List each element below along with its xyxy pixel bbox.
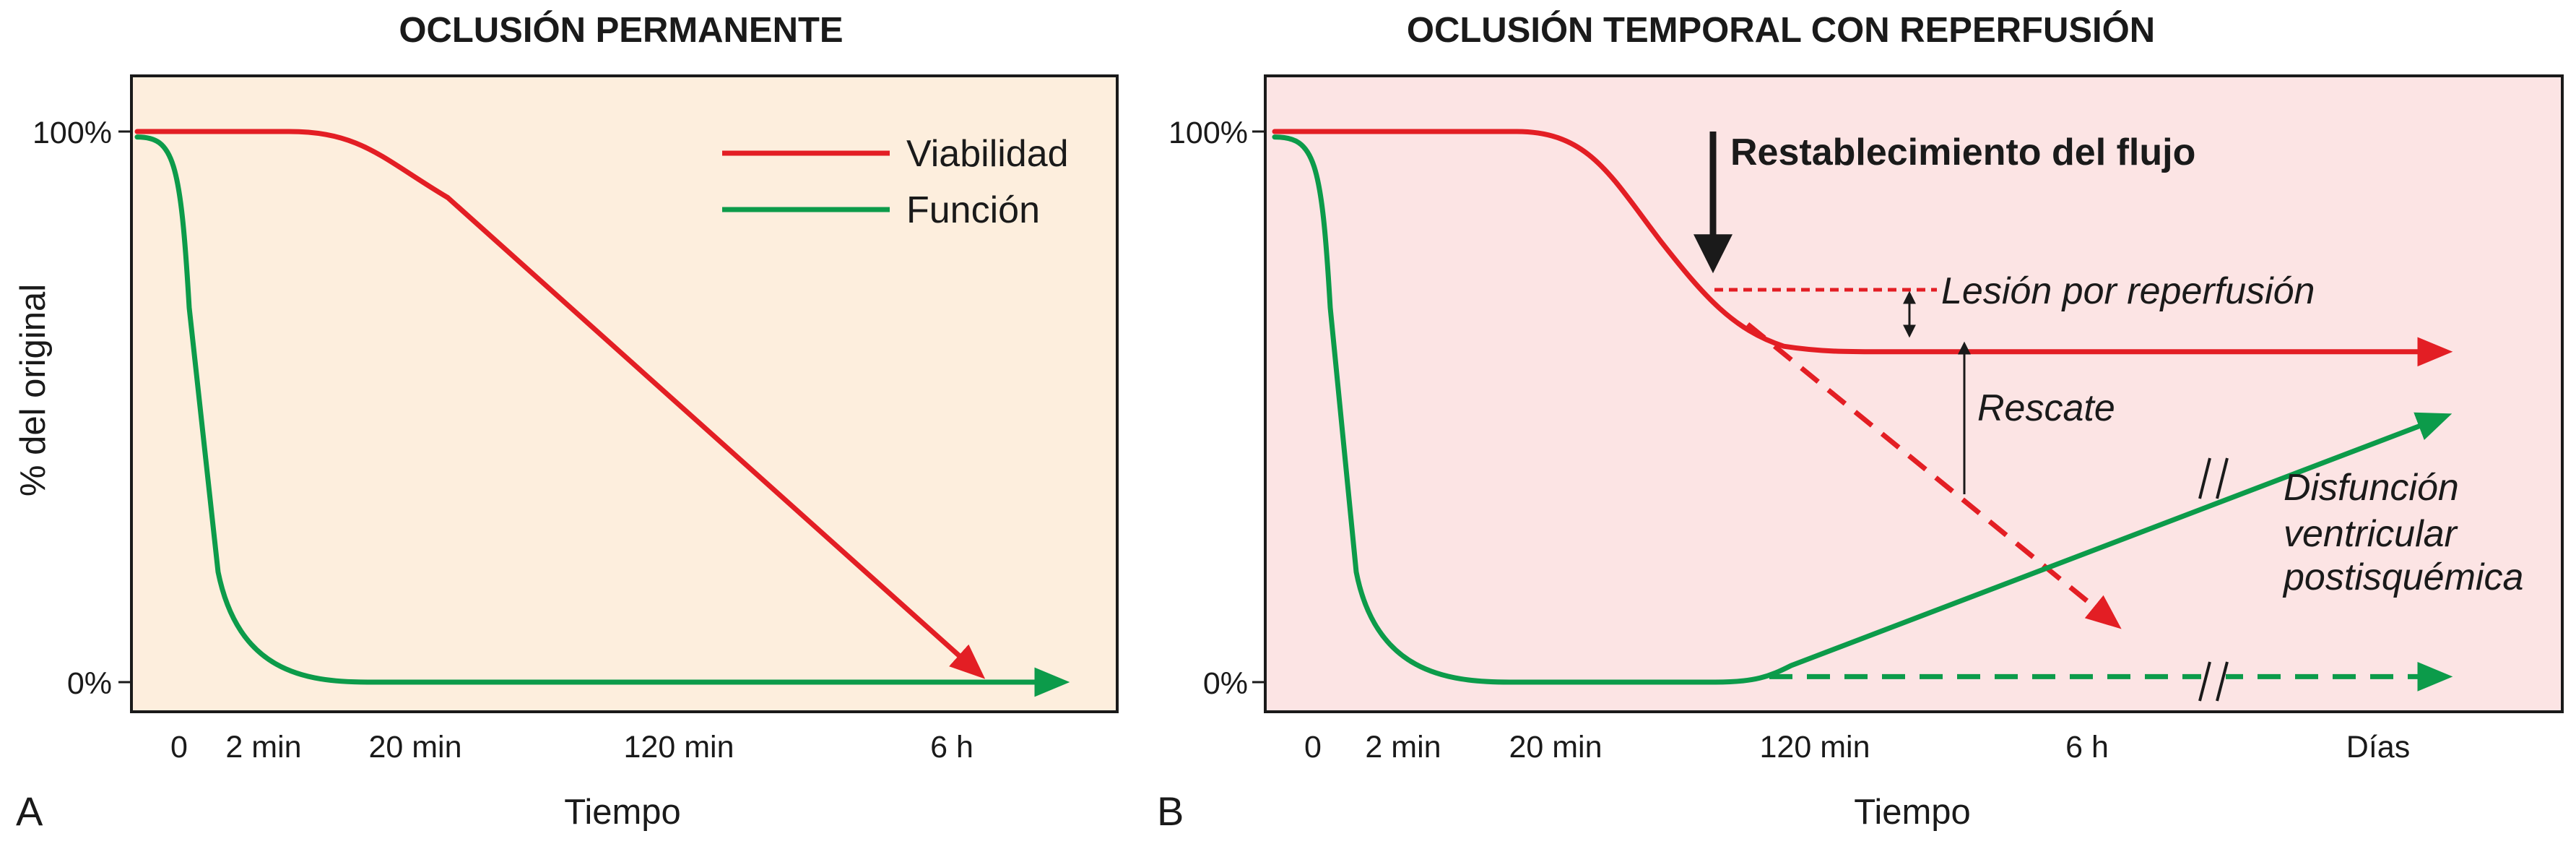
panel-a-xtick-20min: 20 min <box>368 730 461 765</box>
axis-break-mark-bottom-2 <box>2216 661 2229 702</box>
panel-a-xtick-120min: 120 min <box>624 730 734 765</box>
reperfusion-injury-label: Lesión por reperfusión <box>1941 270 2315 312</box>
panel-a-ytick-100: 100% <box>32 116 112 150</box>
panel-b-xtick-dias: Días <box>2346 730 2410 765</box>
dysfunction-label-line-2: ventricular <box>2284 513 2459 555</box>
panel-a-xtick-6h: 6 h <box>930 730 973 765</box>
panel-b-series-viabilidad-sin-reperfusion <box>1745 322 2122 629</box>
panel-b-xtick-6h: 6 h <box>2065 730 2109 765</box>
panel-a-legend: Viabilidad Función <box>722 133 1069 231</box>
panel-a-title: OCLUSIÓN PERMANENTE <box>399 10 843 50</box>
panel-b-ytick-100: 100% <box>1168 116 1248 150</box>
axis-break-mark-top-1 <box>2198 457 2211 499</box>
panel-b: OCLUSIÓN TEMPORAL CON REPERFUSIÓN 100% 0… <box>1157 10 2564 834</box>
panel-a-plot-area <box>130 74 1119 713</box>
panel-b-xtick-20min: 20 min <box>1509 730 1602 765</box>
legend-label-funcion: Función <box>906 189 1040 231</box>
panel-b-series-viabilidad <box>1272 129 2453 367</box>
panel-a-label: A <box>16 788 43 834</box>
panel-b-plot-area <box>1264 74 2564 713</box>
axis-break-mark-bottom-1 <box>2198 661 2211 702</box>
panel-b-xtick-0: 0 <box>1304 730 1322 765</box>
panel-b-series-funcion <box>1272 134 2453 685</box>
panel-b-ytick-0: 0% <box>1203 666 1248 701</box>
panel-b-xtick-2min: 2 min <box>1365 730 1441 765</box>
dysfunction-label-line-1: Disfunción <box>2284 467 2459 509</box>
panel-a-xlabel: Tiempo <box>564 793 681 832</box>
panel-b-xlabel: Tiempo <box>1854 793 1971 832</box>
panel-a-ytick-0: 0% <box>67 666 112 701</box>
dysfunction-label-line-3: postisquémica <box>2282 556 2523 598</box>
flow-restoration-label: Restablecimiento del flujo <box>1730 132 2195 173</box>
panel-a-xtick-0: 0 <box>170 730 188 765</box>
rescue-label: Rescate <box>1977 387 2115 429</box>
dysfunction-label: Disfunción ventricular postisquémica <box>2282 467 2523 598</box>
panel-a: OCLUSIÓN PERMANENTE 100% 0% % del origin… <box>14 10 1119 834</box>
axis-break <box>2198 457 2229 702</box>
panel-a-series-viabilidad <box>134 129 986 679</box>
panel-a-ylabel: % del original <box>14 284 53 496</box>
panel-b-title: OCLUSIÓN TEMPORAL CON REPERFUSIÓN <box>1407 10 2155 50</box>
axis-break-mark-top-2 <box>2216 457 2229 499</box>
panel-b-xtick-120min: 120 min <box>1760 730 1870 765</box>
panel-a-series-funcion <box>134 134 1070 697</box>
panel-a-xtick-2min: 2 min <box>225 730 301 765</box>
legend-label-viabilidad: Viabilidad <box>906 133 1069 175</box>
panel-b-label: B <box>1157 788 1184 834</box>
